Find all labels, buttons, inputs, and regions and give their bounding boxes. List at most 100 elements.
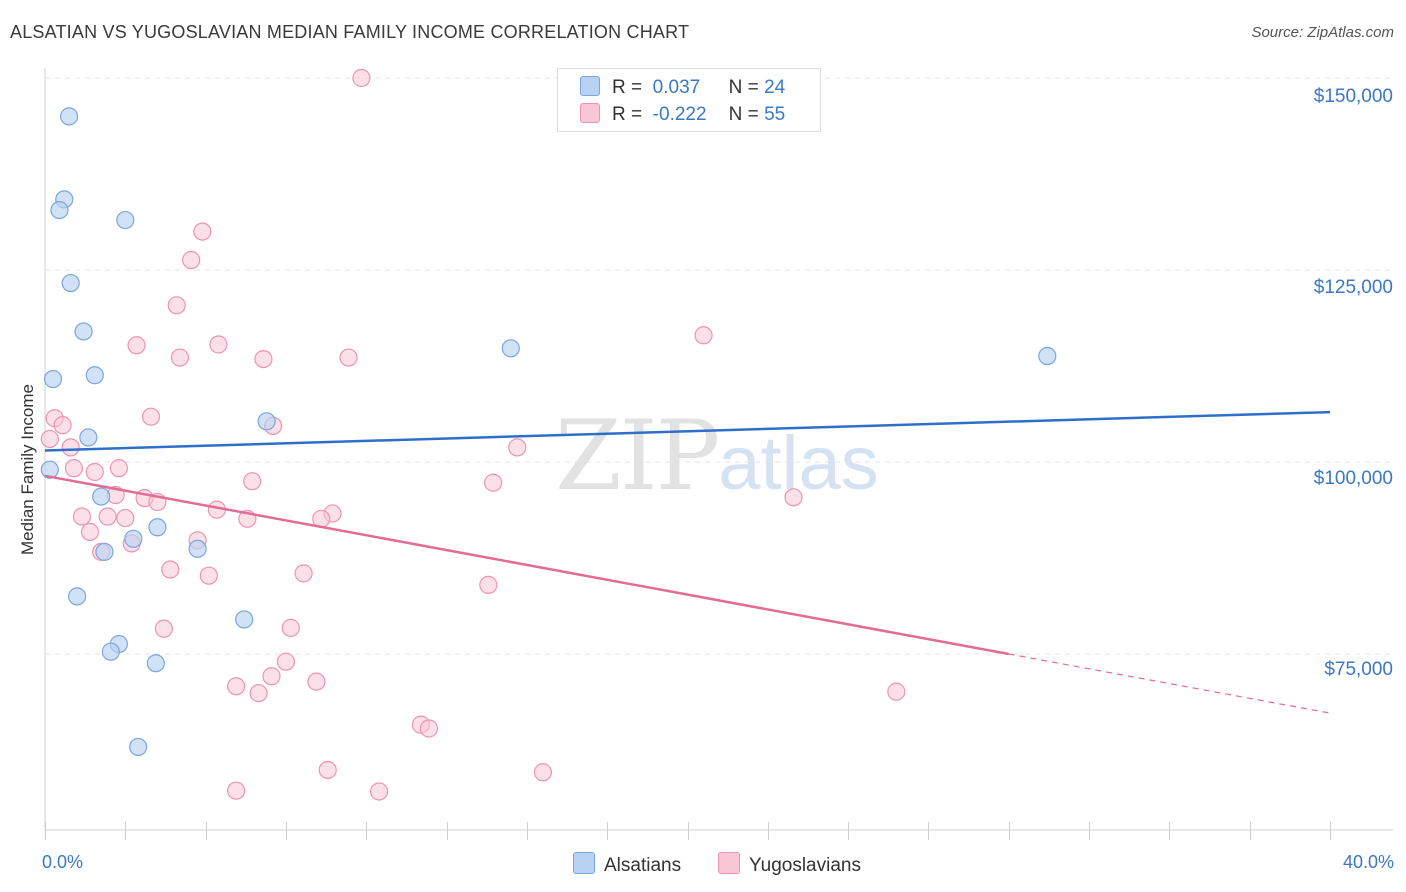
trend-lines xyxy=(44,410,1331,714)
y-tick-label-150000: $150,000 xyxy=(1313,86,1393,107)
bottom-legend-label: Alsatians xyxy=(604,855,682,876)
alsatian-swatch xyxy=(580,76,600,96)
alsatian-point xyxy=(92,487,111,506)
yugoslavian-point xyxy=(533,763,553,782)
yugoslavian-point xyxy=(61,438,80,457)
y-axis-label: Median Family Income xyxy=(18,383,37,555)
yugoslavian-point xyxy=(209,335,228,354)
alsatian-point xyxy=(129,737,148,757)
alsatian-point xyxy=(116,210,135,230)
yugoslavian-point xyxy=(370,782,389,801)
alsatian-point xyxy=(79,428,98,447)
yugoslavian-point xyxy=(167,296,186,315)
yugoslavian-point xyxy=(199,566,218,585)
yugoslavian-point xyxy=(339,348,358,367)
alsatian-point xyxy=(61,273,80,293)
alsatian-point xyxy=(257,412,276,431)
chart-title: ALSATIAN VS YUGOSLAVIAN MEDIAN FAMILY IN… xyxy=(10,22,690,42)
yugoslavian-point xyxy=(170,348,190,367)
axes xyxy=(44,68,1393,831)
grid-lines xyxy=(45,77,1393,655)
yugoslavian-point xyxy=(64,459,84,478)
alsatian-point xyxy=(95,542,114,561)
yugoslavian-point xyxy=(127,336,146,355)
bottom-legend-alsatians: Alsatians xyxy=(573,852,681,877)
y-tick-label-125000: $125,000 xyxy=(1313,277,1393,298)
yugoslavian-point xyxy=(72,507,92,526)
x-tick-label-max: 40.0% xyxy=(1342,852,1394,872)
legend-n-label: N = xyxy=(728,77,759,98)
yugoslavian-point xyxy=(479,575,498,594)
source-label: Source: ZipAtlas.com xyxy=(1251,24,1394,41)
yugoslavian-point xyxy=(694,326,713,345)
bottom-legend-label: Yugoslavians xyxy=(749,855,861,876)
yugoslavian-point xyxy=(352,68,371,88)
yugoslavian-trend-extension xyxy=(1008,653,1331,714)
yugoslavian-swatch xyxy=(580,103,600,123)
alsatian-point xyxy=(85,366,104,385)
legend-n-value: 55 xyxy=(764,104,786,125)
legend-n-value: 24 xyxy=(764,77,786,98)
yugoslavian-point xyxy=(227,781,246,800)
legend-r-label: R = xyxy=(612,104,643,125)
yugoslavian-point xyxy=(161,560,180,579)
y-tick-label-75000: $75,000 xyxy=(1324,659,1393,680)
alsatian-point xyxy=(74,322,93,341)
yugoslavian-point xyxy=(307,672,326,691)
yugoslavian-point xyxy=(116,508,135,528)
yugoslavian-point xyxy=(276,652,296,671)
legend-row-alsatians: R = 0.037 N = 24 xyxy=(580,76,785,100)
legend-row-yugoslavians: R = -0.222 N = 55 xyxy=(580,103,785,127)
yugoslavian-trend-line xyxy=(44,474,1009,656)
alsatian-points xyxy=(40,107,1057,757)
yugoslavian-point xyxy=(40,429,59,449)
yugoslavian-point xyxy=(109,459,128,478)
alsatian-point xyxy=(50,200,69,220)
yugoslavian-point xyxy=(53,416,72,435)
yugoslavian-point xyxy=(193,222,212,241)
yugoslavian-point xyxy=(262,667,281,686)
yugoslavian-swatch xyxy=(718,852,740,874)
yugoslavian-points xyxy=(40,68,906,801)
alsatian-swatch xyxy=(573,852,595,874)
alsatian-point xyxy=(501,339,520,358)
yugoslavian-point xyxy=(227,677,246,696)
watermark: ZIPatlas xyxy=(555,400,879,512)
alsatian-point xyxy=(146,654,165,673)
x-tick-marks xyxy=(45,822,1331,840)
correlation-legend: R = 0.037 N = 24 R = -0.222 N = 55 xyxy=(557,68,821,132)
yugoslavian-point xyxy=(294,564,313,583)
alsatian-point xyxy=(59,107,79,126)
yugoslavian-point xyxy=(141,407,161,426)
legend-r-label: R = xyxy=(612,77,643,98)
yugoslavian-point xyxy=(281,618,300,637)
alsatian-point xyxy=(188,539,207,558)
y-tick-label-100000: $100,000 xyxy=(1313,468,1393,489)
yugoslavian-point xyxy=(85,462,104,482)
legend-n-label: N = xyxy=(728,104,759,125)
alsatian-trend-line xyxy=(44,410,1331,452)
alsatian-point xyxy=(68,587,87,606)
alsatian-point xyxy=(101,642,120,661)
alsatian-point xyxy=(124,529,143,548)
yugoslavian-point xyxy=(419,719,438,738)
yugoslavian-point xyxy=(254,349,273,369)
legend-r-value: -0.222 xyxy=(652,104,707,125)
bottom-legend-yugoslavians: Yugoslavians xyxy=(718,852,861,877)
yugoslavian-point xyxy=(98,507,117,526)
alsatian-point xyxy=(43,369,63,389)
alsatian-point xyxy=(1038,346,1057,366)
yugoslavian-point xyxy=(249,684,268,703)
yugoslavian-point xyxy=(318,760,337,780)
alsatian-point xyxy=(40,460,59,479)
alsatian-point xyxy=(235,610,254,629)
watermark-zip: ZIP xyxy=(555,400,720,512)
yugoslavian-point xyxy=(243,472,262,491)
yugoslavian-point xyxy=(784,488,803,507)
yugoslavian-point xyxy=(484,473,503,492)
yugoslavian-point xyxy=(508,438,527,457)
yugoslavian-point xyxy=(182,250,201,270)
yugoslavian-point xyxy=(887,682,906,701)
x-tick-label-min: 0.0% xyxy=(42,852,84,872)
